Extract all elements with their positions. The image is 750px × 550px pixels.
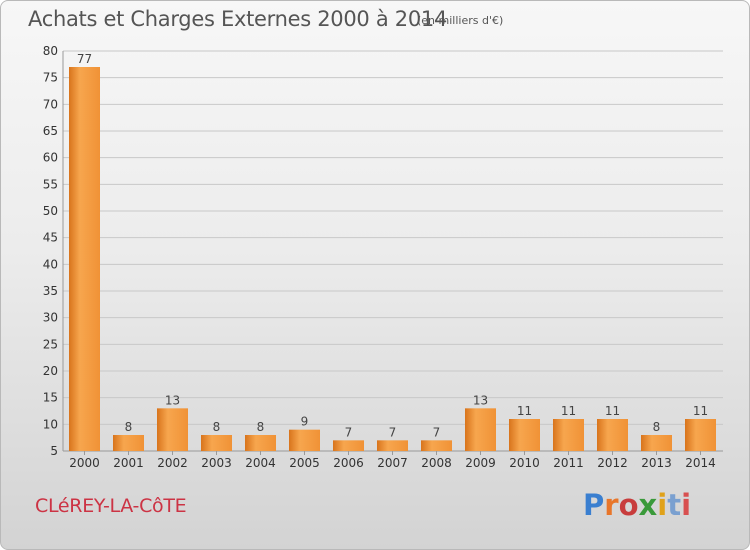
bar [69,67,100,451]
y-tick-label: 75 [43,71,58,85]
bar [685,419,716,451]
data-label: 11 [605,404,620,418]
data-label: 7 [345,425,353,439]
data-label: 11 [561,404,576,418]
x-tick-label: 2003 [201,456,232,470]
x-tick-label: 2013 [641,456,672,470]
y-tick-label: 60 [43,151,58,165]
x-tick-label: 2006 [333,456,364,470]
y-tick-label: 10 [43,417,58,431]
data-label: 8 [125,420,133,434]
bar [289,429,320,451]
bar [465,408,496,451]
x-tick-label: 2011 [553,456,584,470]
bar [597,419,628,451]
chart-title: Achats et Charges Externes 2000 à 2014 [28,7,448,31]
x-tick-label: 2012 [597,456,628,470]
y-tick-label: 45 [43,231,58,245]
y-tick-label: 50 [43,204,58,218]
x-tick-label: 2000 [69,456,100,470]
data-label: 8 [213,420,221,434]
y-tick-label: 35 [43,284,58,298]
logo-letter: P [583,488,605,522]
bar [509,419,540,451]
data-label: 11 [517,404,532,418]
data-label: 7 [433,425,441,439]
x-tick-label: 2009 [465,456,496,470]
data-label: 13 [473,393,488,407]
logo-letter: i [681,488,692,522]
x-tick-label: 2001 [113,456,144,470]
y-tick-label: 70 [43,97,58,111]
y-tick-label: 20 [43,364,58,378]
logo-letter: x [638,488,658,522]
y-tick-label: 40 [43,257,58,271]
x-tick-label: 2014 [685,456,716,470]
y-tick-label: 5 [50,444,58,458]
commune-name: CLéREY-LA-CôTE [35,495,187,517]
data-label: 8 [257,420,265,434]
logo-letter: t [667,488,682,522]
axes [62,51,723,455]
bar [377,440,408,451]
x-tick-label: 2002 [157,456,188,470]
y-tick-label: 25 [43,337,58,351]
y-tick-label: 65 [43,124,58,138]
y-tick-label: 80 [43,44,58,58]
x-tick-label: 2004 [245,456,276,470]
bar [157,408,188,451]
y-tick-label: 30 [43,311,58,325]
data-label: 13 [165,393,180,407]
bar [333,440,364,451]
logo-letter: r [604,488,619,522]
y-tick-label: 55 [43,177,58,191]
x-tick-label: 2010 [509,456,540,470]
bar [421,440,452,451]
data-label: 9 [301,415,309,429]
data-label: 11 [693,404,708,418]
bar [113,435,144,451]
bars [69,67,716,451]
proxiti-logo[interactable]: Proxiti [583,488,691,522]
bar [201,435,232,451]
bar [641,435,672,451]
data-label: 7 [389,425,397,439]
bar [245,435,276,451]
bar [553,419,584,451]
grid-lines [63,50,723,452]
x-tick-label: 2005 [289,456,320,470]
logo-letter: o [618,488,639,522]
x-tick-label: 2008 [421,456,452,470]
chart-unit: (en milliers d'€) [417,14,504,27]
data-label: 77 [77,52,92,66]
data-label: 8 [653,420,661,434]
y-tick-label: 15 [43,391,58,405]
x-tick-label: 2007 [377,456,408,470]
logo-letter: i [657,488,668,522]
labels: 5101520253035404550556065707580772000820… [43,44,716,470]
